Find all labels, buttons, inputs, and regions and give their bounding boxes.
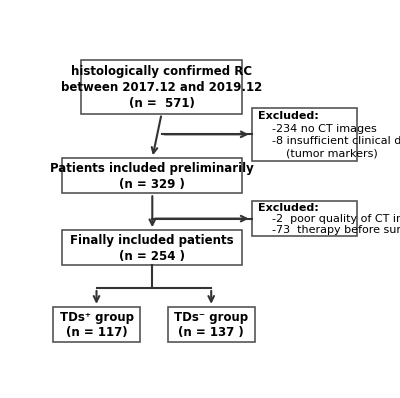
Text: (n = 117): (n = 117) <box>66 326 127 339</box>
FancyBboxPatch shape <box>62 230 242 265</box>
Text: -2  poor quality of CT images: -2 poor quality of CT images <box>258 214 400 224</box>
Text: TDs⁻ group: TDs⁻ group <box>174 311 248 324</box>
Text: TDs⁺ group: TDs⁺ group <box>60 311 134 324</box>
Text: (n = 137 ): (n = 137 ) <box>178 326 244 339</box>
FancyBboxPatch shape <box>252 107 357 161</box>
FancyBboxPatch shape <box>252 201 357 236</box>
Text: (n = 329 ): (n = 329 ) <box>119 178 185 191</box>
FancyBboxPatch shape <box>81 60 242 114</box>
FancyBboxPatch shape <box>168 307 255 342</box>
Text: Excluded:: Excluded: <box>258 203 318 213</box>
FancyBboxPatch shape <box>53 307 140 342</box>
Text: -234 no CT images: -234 no CT images <box>258 124 376 134</box>
Text: Patients included preliminarily: Patients included preliminarily <box>50 162 254 175</box>
Text: Excluded:: Excluded: <box>258 111 318 121</box>
Text: -8 insufficient clinical data: -8 insufficient clinical data <box>258 136 400 146</box>
Text: histologically confirmed RC: histologically confirmed RC <box>71 65 252 78</box>
Text: between 2017.12 and 2019.12: between 2017.12 and 2019.12 <box>61 81 262 94</box>
FancyBboxPatch shape <box>62 158 242 193</box>
Text: (n = 254 ): (n = 254 ) <box>119 250 185 263</box>
Text: -73  therapy before surgery: -73 therapy before surgery <box>258 225 400 235</box>
Text: Finally included patients: Finally included patients <box>70 234 234 247</box>
Text: (tumor markers): (tumor markers) <box>258 149 378 159</box>
Text: (n =  571): (n = 571) <box>129 98 194 110</box>
